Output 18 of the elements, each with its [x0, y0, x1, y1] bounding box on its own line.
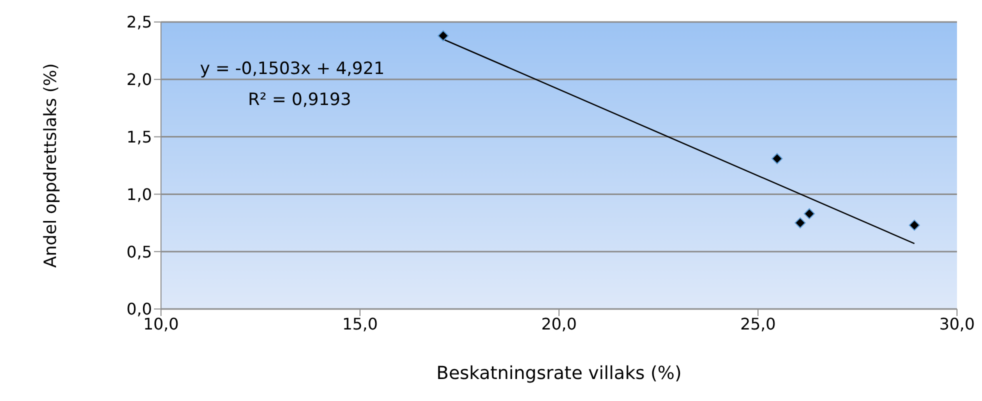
- y-tick-label: 2,0: [126, 70, 152, 90]
- annotation: R² = 0,9193: [248, 90, 352, 110]
- point: [438, 30, 449, 42]
- point: [794, 217, 806, 228]
- y-tick-label: 2,5: [126, 12, 152, 32]
- x-tick-label: 25,0: [740, 314, 776, 334]
- y-tick-label: 0,5: [126, 242, 152, 262]
- x-axis-title: Beskatningsrate villaks (%): [436, 363, 682, 384]
- x-tick-label: 15,0: [342, 314, 378, 334]
- point: [804, 208, 815, 220]
- point: [772, 153, 783, 164]
- y-tick-label: 1,5: [126, 127, 152, 146]
- y-tick-label: 1,0: [126, 184, 152, 204]
- x-tick-label: 20,0: [541, 314, 577, 334]
- x-tick-label: 30,0: [939, 314, 975, 334]
- y-axis-title: Andel oppdrettslaks (%): [41, 63, 62, 268]
- point: [908, 220, 920, 231]
- annotation: y = -0,1503x + 4,921: [200, 59, 385, 79]
